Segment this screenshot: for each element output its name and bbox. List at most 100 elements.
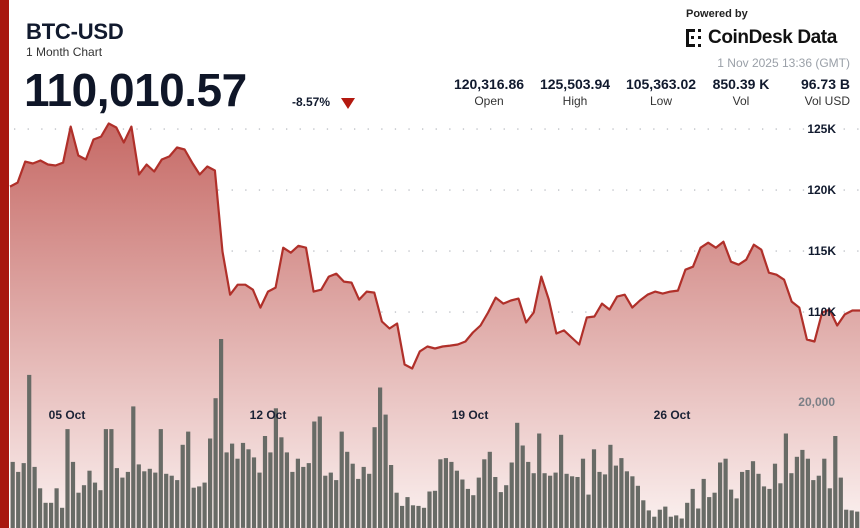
volume-bar[interactable]: [345, 451, 350, 528]
volume-bar[interactable]: [515, 422, 520, 528]
volume-bar[interactable]: [65, 429, 70, 528]
volume-bar[interactable]: [103, 429, 108, 528]
volume-bar[interactable]: [745, 470, 750, 528]
volume-bar[interactable]: [701, 478, 706, 528]
volume-bar[interactable]: [284, 452, 289, 528]
volume-bar[interactable]: [405, 497, 410, 528]
volume-bar[interactable]: [674, 515, 679, 528]
volume-bar[interactable]: [498, 492, 503, 528]
volume-bar[interactable]: [76, 492, 81, 528]
volume-bar[interactable]: [465, 488, 470, 528]
volume-bar[interactable]: [136, 464, 141, 528]
volume-bar[interactable]: [54, 488, 59, 528]
volume-bar[interactable]: [251, 457, 257, 528]
volume-bar[interactable]: [32, 466, 37, 528]
volume-bar[interactable]: [542, 473, 547, 528]
volume-bar[interactable]: [811, 480, 816, 528]
volume-bar[interactable]: [827, 488, 832, 528]
volume-bar[interactable]: [180, 444, 185, 528]
volume-bar[interactable]: [635, 485, 640, 528]
volume-bar[interactable]: [586, 494, 591, 528]
volume-bar[interactable]: [509, 462, 514, 528]
volume-bar[interactable]: [482, 459, 487, 528]
volume-bar[interactable]: [175, 480, 180, 528]
volume-bar[interactable]: [279, 437, 284, 528]
volume-bar[interactable]: [800, 449, 805, 528]
volume-bar[interactable]: [487, 451, 492, 528]
volume-bar[interactable]: [822, 458, 827, 528]
volume-bar[interactable]: [761, 486, 767, 528]
volume-bar[interactable]: [794, 456, 799, 528]
volume-bar[interactable]: [394, 492, 399, 528]
volume-bar[interactable]: [750, 461, 756, 528]
volume-bar[interactable]: [339, 431, 344, 528]
volume-bar[interactable]: [849, 510, 854, 528]
volume-bar[interactable]: [49, 502, 54, 528]
volume-bar[interactable]: [580, 458, 586, 528]
volume-bar[interactable]: [432, 490, 438, 528]
volume-bar[interactable]: [230, 443, 235, 528]
volume-bar[interactable]: [630, 476, 635, 528]
volume-bar[interactable]: [164, 473, 169, 528]
volume-bar[interactable]: [367, 473, 372, 528]
volume-bar[interactable]: [372, 427, 377, 528]
volume-bar[interactable]: [723, 458, 728, 528]
volume-bar[interactable]: [652, 516, 657, 528]
volume-bar[interactable]: [268, 452, 273, 528]
volume-bar[interactable]: [334, 480, 339, 528]
volume-bar[interactable]: [696, 508, 701, 528]
volume-bar[interactable]: [816, 475, 821, 528]
volume-bar[interactable]: [855, 511, 860, 528]
volume-bar[interactable]: [21, 463, 26, 528]
volume-bar[interactable]: [240, 442, 246, 528]
volume-bar[interactable]: [92, 482, 98, 528]
volume-bar[interactable]: [454, 470, 459, 528]
volume-bar[interactable]: [537, 433, 542, 528]
volume-bar[interactable]: [767, 488, 772, 528]
volume-bar[interactable]: [734, 498, 739, 528]
volume-bar[interactable]: [602, 474, 608, 528]
volume-bar[interactable]: [570, 476, 575, 528]
volume-bar[interactable]: [191, 487, 196, 528]
volume-bar[interactable]: [262, 436, 268, 528]
volume-bar[interactable]: [619, 458, 624, 528]
volume-bar[interactable]: [317, 416, 322, 528]
volume-bar[interactable]: [531, 473, 536, 528]
volume-bar[interactable]: [158, 429, 163, 528]
volume-bar[interactable]: [43, 502, 48, 528]
volume-bar[interactable]: [290, 471, 295, 528]
volume-bar[interactable]: [328, 472, 333, 528]
volume-bar[interactable]: [663, 506, 668, 528]
volume-bar[interactable]: [641, 500, 646, 528]
volume-bar[interactable]: [273, 408, 278, 528]
volume-bar[interactable]: [378, 387, 383, 528]
volume-bar[interactable]: [383, 414, 388, 528]
volume-bar[interactable]: [597, 471, 602, 528]
volume-bar[interactable]: [16, 471, 21, 528]
volume-bar[interactable]: [553, 472, 558, 528]
volume-bar[interactable]: [783, 433, 788, 528]
volume-bar[interactable]: [460, 479, 465, 528]
volume-bar[interactable]: [476, 477, 481, 528]
volume-bar[interactable]: [27, 374, 32, 528]
volume-bar[interactable]: [805, 458, 810, 528]
volume-bar[interactable]: [114, 468, 119, 528]
volume-bar[interactable]: [756, 473, 761, 528]
volume-bar[interactable]: [400, 505, 405, 528]
volume-bar[interactable]: [142, 471, 147, 528]
volume-bar[interactable]: [624, 471, 629, 528]
volume-bar[interactable]: [591, 449, 597, 528]
volume-bar[interactable]: [443, 458, 448, 528]
volume-bar[interactable]: [668, 516, 673, 528]
volume-bar[interactable]: [208, 438, 213, 528]
volume-bar[interactable]: [679, 518, 684, 528]
volume-bar[interactable]: [427, 491, 432, 528]
volume-bar[interactable]: [449, 461, 454, 528]
volume-bar[interactable]: [718, 462, 723, 528]
volume-bar[interactable]: [526, 461, 531, 528]
price-line[interactable]: [9, 122, 860, 370]
volume-bar[interactable]: [548, 475, 553, 528]
volume-bar[interactable]: [833, 436, 838, 528]
volume-bar[interactable]: [493, 477, 498, 528]
volume-bar[interactable]: [10, 461, 15, 528]
